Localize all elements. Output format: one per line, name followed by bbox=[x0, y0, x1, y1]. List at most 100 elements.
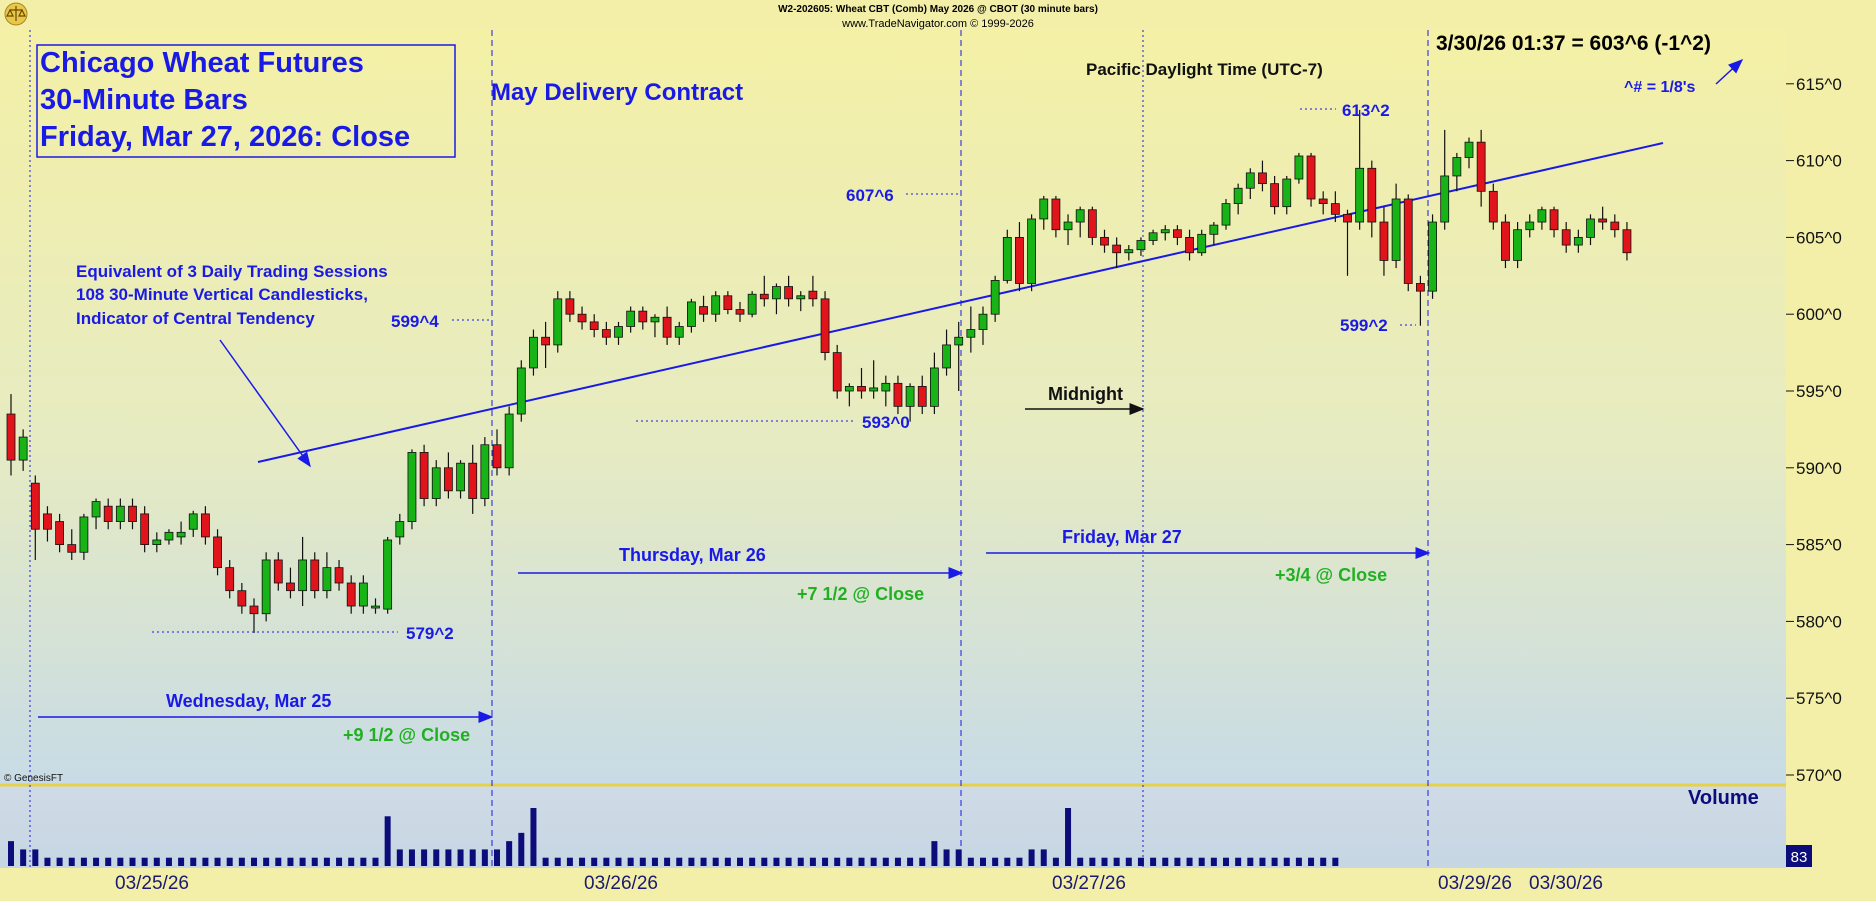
candle-up-body bbox=[905, 385, 915, 407]
candle-down-body bbox=[1173, 229, 1182, 238]
volume-bar bbox=[1259, 857, 1266, 866]
candle bbox=[1355, 109, 1365, 230]
candle bbox=[1148, 229, 1158, 246]
candle bbox=[747, 291, 757, 318]
candle-down-body bbox=[310, 559, 320, 592]
sessions-line1: Equivalent of 3 Daily Trading Sessions bbox=[76, 262, 388, 281]
candle bbox=[820, 291, 830, 361]
volume-bar bbox=[56, 857, 63, 866]
volume-bar bbox=[1040, 849, 1047, 866]
volume-bar bbox=[1332, 857, 1339, 866]
candle-down-body bbox=[820, 298, 830, 353]
volume-bar bbox=[980, 857, 986, 866]
candle-up-body bbox=[456, 462, 465, 492]
volume-bar bbox=[664, 857, 671, 866]
volume-bar bbox=[1065, 808, 1072, 866]
candle-up-body bbox=[881, 382, 891, 392]
candle-up-body bbox=[176, 531, 186, 538]
candle bbox=[711, 291, 721, 322]
candle-up-body bbox=[1136, 240, 1146, 251]
volume-bar bbox=[1113, 857, 1120, 866]
volume-bar bbox=[1101, 857, 1108, 866]
candle-up-body bbox=[966, 329, 976, 338]
level-5994: 599^4 bbox=[391, 312, 439, 331]
candle-up-body bbox=[1148, 232, 1158, 241]
volume-bar bbox=[1125, 857, 1132, 866]
volume-bar bbox=[773, 857, 780, 866]
y-tick-label: 605^0 bbox=[1796, 228, 1842, 247]
volume-bar bbox=[1295, 857, 1302, 866]
candle bbox=[504, 406, 514, 476]
candle-down-body bbox=[1112, 244, 1122, 254]
title-box bbox=[36, 44, 456, 158]
volume-bar bbox=[919, 857, 926, 866]
candle bbox=[1294, 152, 1304, 184]
volume-bar bbox=[494, 849, 500, 866]
volume-bar bbox=[967, 857, 974, 866]
candle bbox=[1525, 214, 1535, 238]
candle-down-body bbox=[492, 444, 502, 469]
volume-bar bbox=[275, 857, 282, 866]
candle bbox=[1573, 229, 1583, 253]
volume-pane bbox=[0, 786, 1786, 868]
candle-down-body bbox=[419, 452, 429, 499]
candle-up-body bbox=[1160, 229, 1170, 234]
candle-down-body bbox=[43, 513, 52, 530]
candle-up-body bbox=[1027, 218, 1036, 284]
candle-down-body bbox=[893, 382, 903, 407]
candle-down-body bbox=[468, 462, 478, 499]
candle bbox=[67, 529, 77, 560]
volume-bar bbox=[251, 857, 257, 866]
volume-bar bbox=[372, 857, 379, 866]
candle bbox=[1343, 209, 1352, 276]
candle bbox=[1051, 195, 1061, 238]
candle bbox=[905, 383, 915, 422]
candle bbox=[395, 513, 405, 545]
candle bbox=[917, 375, 927, 415]
candle bbox=[1173, 225, 1182, 246]
candle-up-body bbox=[1124, 249, 1134, 254]
candle-up-body bbox=[990, 280, 1000, 315]
candle bbox=[1063, 214, 1073, 246]
scales-logo-icon bbox=[4, 2, 28, 26]
volume-bar bbox=[518, 832, 525, 866]
candle-down-body bbox=[759, 293, 769, 300]
volume-bar bbox=[336, 857, 343, 866]
candle bbox=[857, 367, 866, 399]
candle bbox=[1318, 191, 1328, 215]
candle-down-body bbox=[213, 536, 222, 569]
volume-bar bbox=[190, 857, 197, 866]
candle bbox=[1015, 222, 1024, 292]
candle-up-body bbox=[371, 605, 380, 609]
candle-down-body bbox=[1416, 283, 1425, 292]
candle bbox=[18, 429, 28, 471]
close-label-fri: +3/4 @ Close bbox=[1275, 565, 1387, 585]
candle-down-body bbox=[249, 605, 259, 615]
candle bbox=[772, 283, 781, 315]
candle-up-body bbox=[1233, 187, 1243, 205]
candle-up-body bbox=[747, 293, 757, 315]
candle-down-body bbox=[1015, 236, 1024, 284]
candle-down-body bbox=[1258, 172, 1267, 185]
candle-down-body bbox=[103, 505, 113, 522]
candle-up-body bbox=[1513, 229, 1522, 261]
volume-bar bbox=[506, 841, 513, 866]
candle-up-body bbox=[650, 316, 660, 323]
volume-bar bbox=[1247, 857, 1254, 866]
y-tick-label: 585^0 bbox=[1796, 536, 1842, 555]
volume-bar bbox=[396, 849, 403, 866]
candle-up-body bbox=[91, 501, 101, 518]
candle bbox=[808, 275, 818, 307]
volume-bar bbox=[1308, 857, 1315, 866]
candle-up-body bbox=[115, 505, 125, 522]
x-tick-label: 03/29/26 bbox=[1438, 873, 1512, 894]
candle-down-body bbox=[1100, 236, 1109, 246]
candle bbox=[1124, 245, 1134, 261]
contract-label: May Delivery Contract bbox=[491, 79, 743, 106]
candle bbox=[383, 536, 393, 614]
candle bbox=[43, 506, 52, 542]
candle bbox=[1245, 168, 1255, 199]
plot-area bbox=[0, 30, 1786, 785]
candle-down-body bbox=[1087, 209, 1097, 238]
